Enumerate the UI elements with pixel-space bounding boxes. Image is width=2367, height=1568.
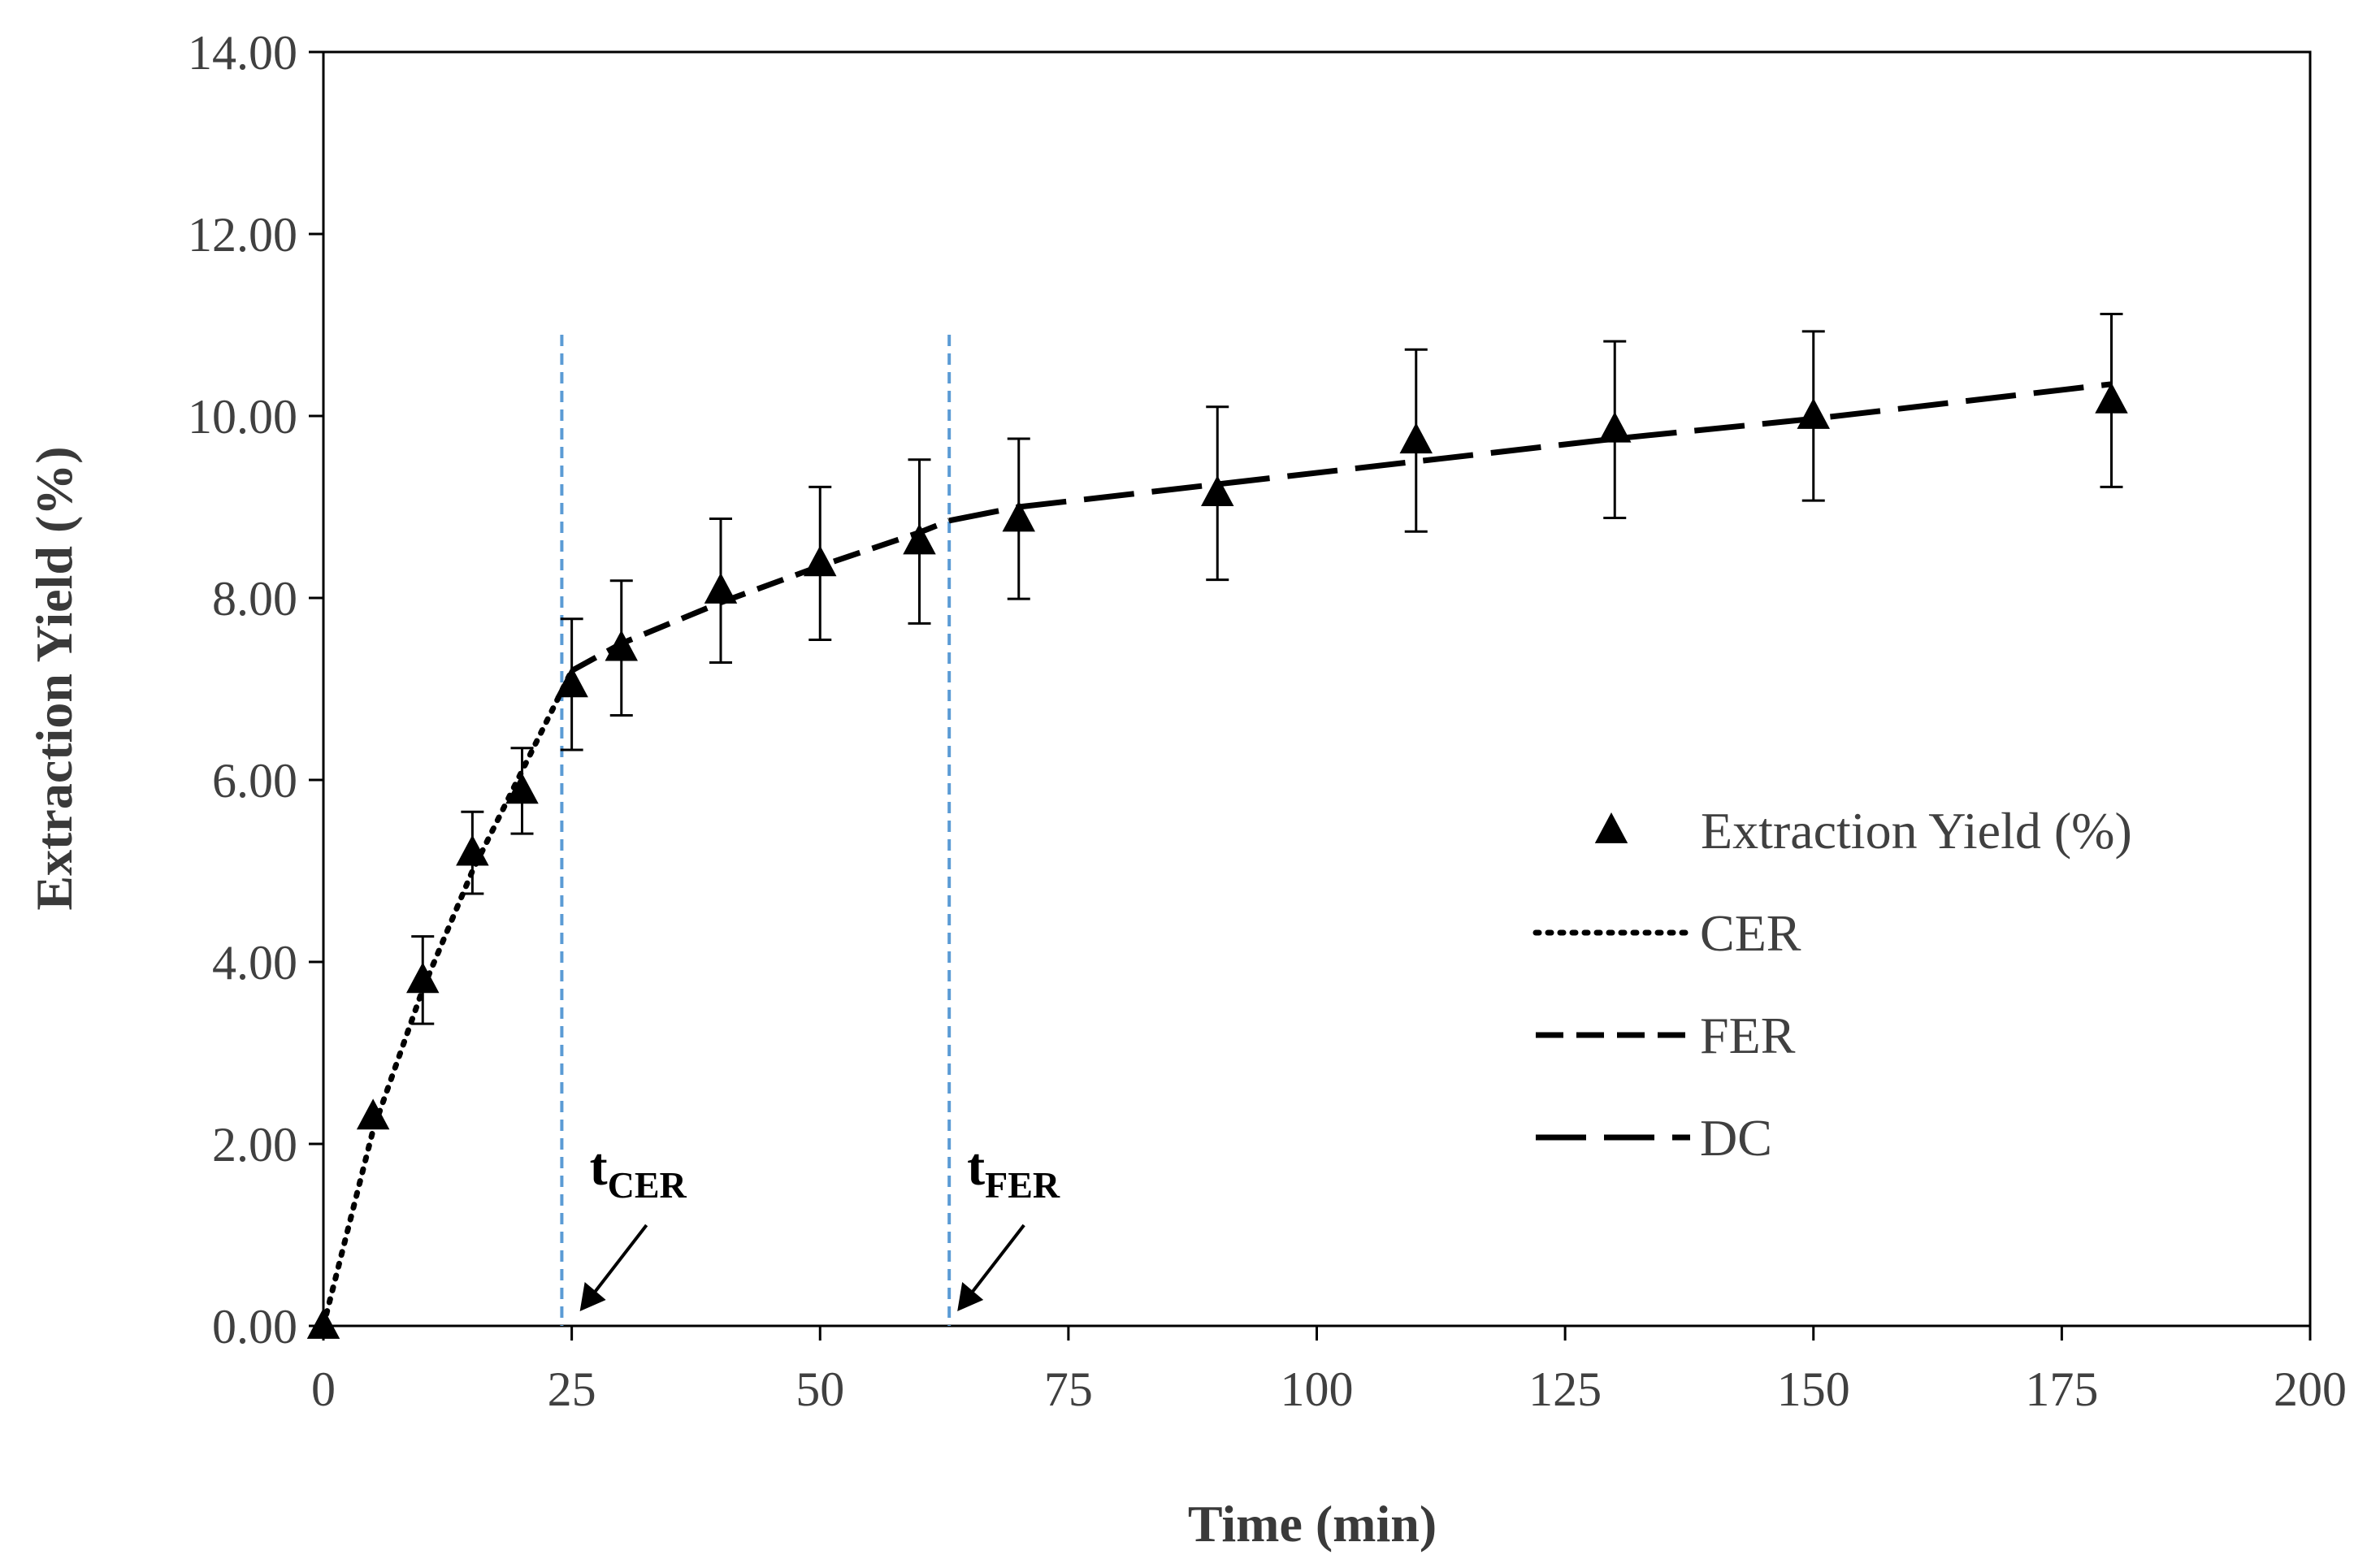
data-point <box>903 523 936 555</box>
x-tick-label: 200 <box>2274 1362 2347 1416</box>
axes: 0 25 50 75 100 125 150 175 200 0.00 2.00 4.00 6.00 8.… <box>188 26 2347 1416</box>
y-tick-label: 0.00 <box>212 1300 297 1354</box>
series-line-cer <box>320 668 575 1329</box>
data-point <box>2095 382 2128 414</box>
y-tick-label: 2.00 <box>212 1118 297 1172</box>
data-point <box>605 630 638 661</box>
data-point <box>456 834 489 866</box>
annotation-main: t <box>590 1137 608 1197</box>
data-point <box>1399 422 1433 454</box>
annotation-label: tCER <box>590 1137 687 1206</box>
legend: Extraction Yield (%) CER FER DC <box>1532 802 2132 1167</box>
annotation-arrowhead <box>957 1282 984 1311</box>
annotation-subscript: CER <box>608 1164 687 1206</box>
data-markers <box>306 382 2128 1339</box>
y-tick-label: 8.00 <box>212 572 297 626</box>
series-line-dc <box>948 381 2112 524</box>
annotations: tCER tFER <box>579 1137 1060 1311</box>
legend-symbol-marker <box>1594 812 1628 843</box>
x-tick-label: 25 <box>548 1362 596 1416</box>
data-point <box>505 773 539 804</box>
x-axis-title: Time (min) <box>1188 1495 1437 1553</box>
annotation-arrow-shaft <box>590 1224 648 1298</box>
x-tick-label: 150 <box>1777 1362 1850 1416</box>
x-tick-label: 50 <box>796 1362 844 1416</box>
x-tick-label: 75 <box>1044 1362 1093 1416</box>
x-tick-label: 125 <box>1528 1362 1602 1416</box>
annotation-subscript: FER <box>985 1164 1060 1206</box>
x-tick-label: 175 <box>2025 1362 2098 1416</box>
legend-label: CER <box>1700 904 1801 962</box>
data-point <box>1201 475 1234 507</box>
vertical-reference-lines <box>560 335 952 1326</box>
annotation-arrow-shaft <box>967 1224 1025 1298</box>
data-point <box>555 666 588 698</box>
legend-label: FER <box>1700 1007 1796 1064</box>
y-tick-label: 10.00 <box>188 390 297 444</box>
y-tick-label: 4.00 <box>212 936 297 990</box>
y-tick-label: 12.00 <box>188 208 297 262</box>
y-tick-label: 6.00 <box>212 754 297 808</box>
data-point <box>1002 500 1035 532</box>
annotation-label: tFER <box>967 1137 1060 1206</box>
y-axis-title: Extraction Yield (%) <box>25 446 83 910</box>
data-point <box>356 1098 390 1130</box>
data-point <box>306 1308 340 1339</box>
data-point <box>1598 411 1632 443</box>
annotation-main: t <box>967 1137 985 1197</box>
annotation-arrowhead <box>579 1282 606 1311</box>
data-point <box>406 962 440 994</box>
error-bars <box>411 313 2123 1025</box>
x-tick-label: 100 <box>1281 1362 1354 1416</box>
y-tick-label: 14.00 <box>188 26 297 80</box>
x-tick-label: 0 <box>311 1362 336 1416</box>
legend-label: Extraction Yield (%) <box>1701 802 2132 860</box>
legend-label: DC <box>1700 1109 1772 1167</box>
data-point <box>704 573 738 604</box>
data-point <box>1797 398 1830 429</box>
data-point <box>804 545 837 577</box>
